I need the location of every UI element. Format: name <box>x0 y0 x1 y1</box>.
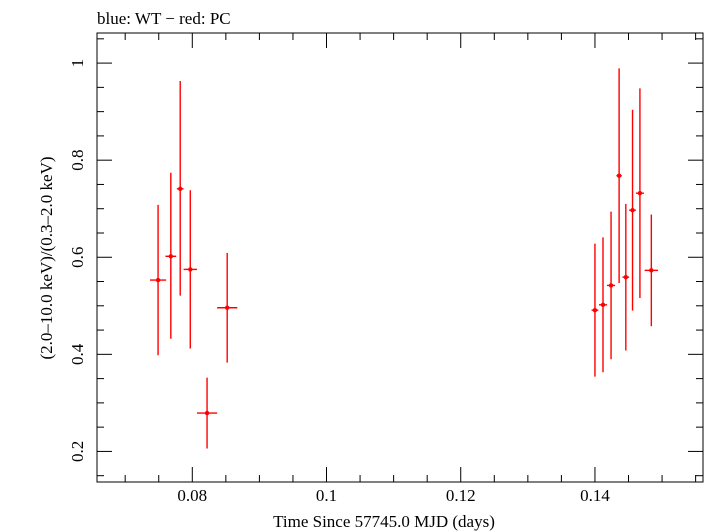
data-point <box>165 172 177 339</box>
data-point <box>217 252 238 363</box>
y-tick-label: 0.6 <box>68 247 87 268</box>
data-point <box>196 377 218 449</box>
x-tick-label: 0.08 <box>177 486 207 505</box>
data-point <box>629 109 636 311</box>
axis-tick-labels: 0.08 0.1 0.12 0.14 0.2 0.4 0.6 0.8 1 <box>68 59 610 505</box>
x-tick-label: 0.14 <box>580 486 610 505</box>
data-point <box>598 237 608 373</box>
point-marker <box>168 254 174 259</box>
point-marker <box>600 302 606 308</box>
data-point <box>183 190 197 349</box>
y-axis-label: (2.0–10.0 keV)/(0.3–2.0 keV) <box>37 156 56 359</box>
point-marker <box>649 268 654 273</box>
y-tick-label: 1 <box>68 59 87 68</box>
y-tick-label: 0.2 <box>68 441 87 462</box>
point-marker <box>630 207 635 213</box>
point-marker <box>155 277 161 283</box>
point-marker <box>623 274 629 280</box>
data-point <box>591 243 599 377</box>
point-marker <box>188 267 193 272</box>
data-point <box>607 211 616 360</box>
plot-frame <box>96 32 704 483</box>
x-tick-label: 0.1 <box>316 486 337 505</box>
data-point <box>150 204 167 356</box>
data-point <box>616 68 622 283</box>
chart-title: blue: WT − red: PC <box>97 9 231 28</box>
x-axis-label: Time Since 57745.0 MJD (days) <box>273 512 495 531</box>
y-tick-label: 0.8 <box>68 150 87 171</box>
point-marker <box>224 305 230 310</box>
point-marker <box>637 190 643 196</box>
data-point <box>176 81 184 296</box>
data-point <box>635 88 644 299</box>
axis-ticks <box>97 33 703 482</box>
point-marker <box>608 283 614 288</box>
data-point <box>622 203 630 351</box>
data-points <box>150 68 659 449</box>
point-marker <box>178 186 183 192</box>
point-marker <box>616 173 622 178</box>
point-marker <box>204 410 210 416</box>
x-tick-label: 0.12 <box>446 486 476 505</box>
point-marker <box>592 307 598 313</box>
y-tick-label: 0.4 <box>68 343 87 365</box>
data-point <box>644 214 659 327</box>
